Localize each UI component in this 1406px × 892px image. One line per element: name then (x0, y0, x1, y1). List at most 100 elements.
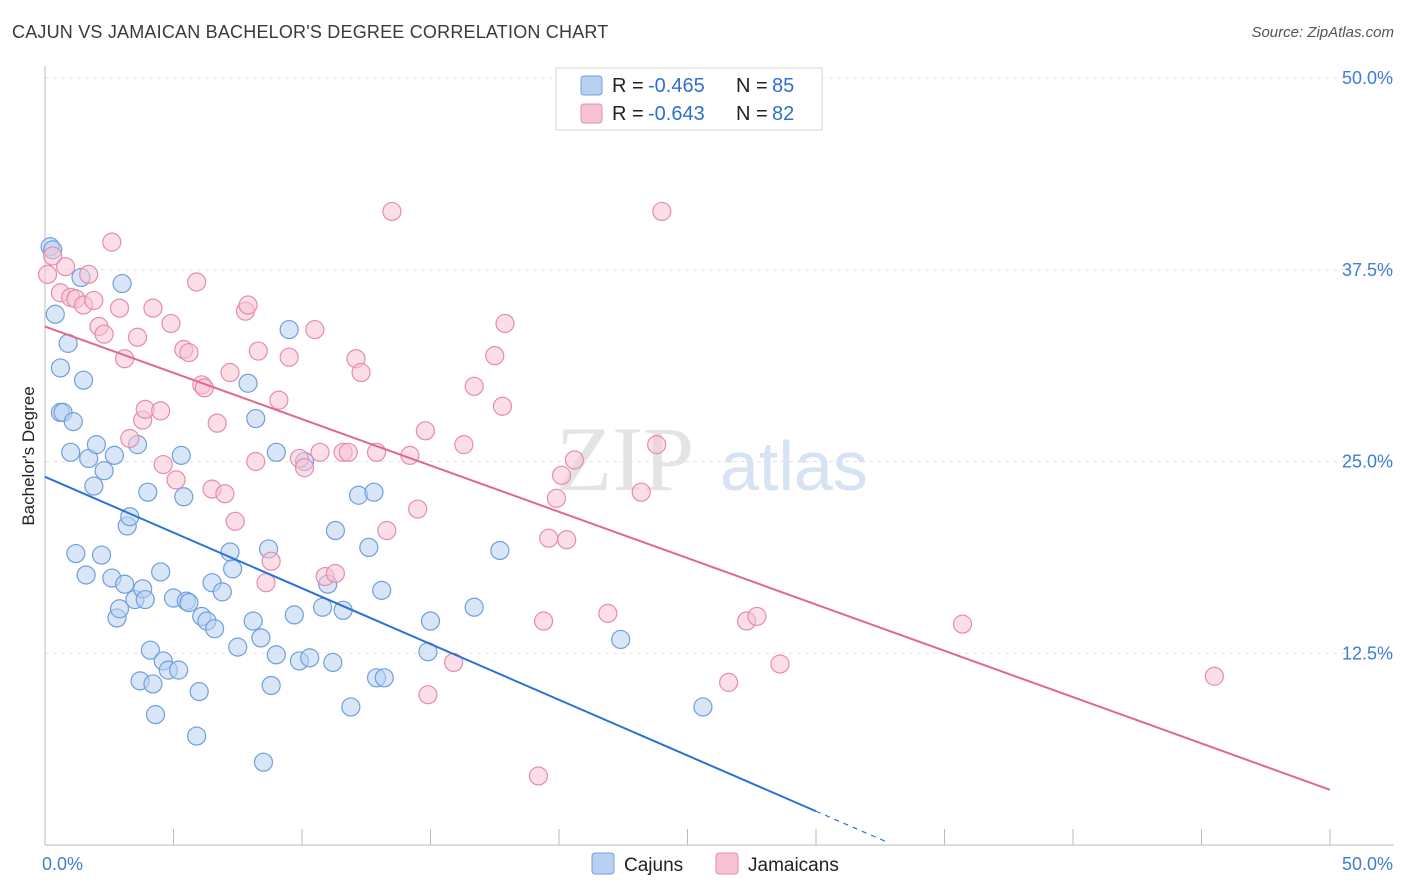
cajun-point-75 (359, 537, 379, 558)
jamaican-point-21 (161, 313, 181, 334)
chart-source: Source: ZipAtlas.com (1251, 24, 1394, 41)
jamaican-point-39 (269, 390, 289, 410)
cajun-point-8 (63, 412, 83, 432)
jamaican-point-50 (351, 362, 371, 383)
cajun-point-45 (189, 681, 209, 702)
cajun-point-22 (112, 273, 132, 294)
legend-bottom-label-jamaicans: Jamaicans (748, 855, 839, 876)
cajun-point-51 (220, 542, 240, 562)
jamaican-point-7 (79, 264, 99, 284)
jamaican-point-80 (1204, 666, 1224, 686)
cajun-trend-line (44, 475, 817, 813)
cajun-point-44 (187, 726, 207, 746)
jamaican-point-1 (43, 246, 63, 266)
cajun-point-33 (143, 674, 163, 694)
legend-n-label-jamaicans: N = (736, 103, 768, 125)
tick-labels: 12.5% 25.0% 37.5% 50.0% 0.0% 50.0% (42, 68, 1393, 874)
jamaican-point-3 (55, 257, 76, 277)
watermark: ZIP atlas (556, 408, 868, 510)
cajun-point-63 (279, 319, 299, 340)
jamaican-point-12 (109, 298, 130, 318)
jamaican-point-20 (153, 454, 173, 475)
jamaican-point-68 (551, 465, 572, 485)
cajun-point-11 (73, 370, 94, 390)
jamaican-point-55 (408, 499, 428, 519)
cajun-point-84 (611, 629, 631, 650)
legend-r-label-cajuns: R = (612, 75, 644, 97)
jamaican-point-42 (294, 458, 315, 478)
jamaican-point-36 (248, 341, 268, 361)
jamaican-point-66 (539, 528, 559, 548)
jamaican-point-25 (187, 272, 207, 292)
jamaican-point-8 (84, 290, 104, 311)
cajun-point-39 (169, 660, 189, 680)
jamaican-point-57 (418, 685, 438, 705)
jamaican-point-35 (246, 451, 266, 472)
jamaican-point-79 (952, 614, 973, 634)
cajun-point-62 (266, 645, 286, 665)
jamaican-point-10 (94, 324, 114, 344)
jamaican-point-31 (220, 362, 240, 383)
cajun-point-7 (61, 442, 81, 462)
cajun-point-60 (261, 675, 281, 696)
axes-layer (44, 66, 1394, 846)
cajun-point-61 (266, 442, 286, 462)
y-tick-label-3: 50.0% (1342, 68, 1393, 88)
jamaican-point-24 (179, 342, 199, 363)
cajun-point-23 (115, 574, 135, 594)
cajun-point-52 (223, 559, 243, 579)
cajun-point-57 (251, 628, 271, 648)
cajun-point-73 (341, 697, 361, 717)
jamaican-point-75 (719, 672, 739, 692)
cajun-point-43 (179, 593, 199, 613)
cajun-point-15 (86, 435, 107, 455)
jamaican-point-44 (310, 442, 330, 462)
y-tick-label-0: 12.5% (1342, 643, 1393, 663)
cajun-point-2 (45, 304, 65, 324)
jamaican-point-32 (225, 511, 245, 531)
cajun-point-17 (94, 461, 114, 481)
jamaican-point-52 (377, 520, 397, 541)
trend-layer (44, 325, 1331, 842)
legend-r-label-jamaicans: R = (612, 103, 644, 125)
cajun-point-14 (84, 476, 104, 496)
jamaican-point-56 (415, 421, 435, 441)
cajun-point-79 (372, 580, 392, 600)
cajun-point-34 (145, 705, 166, 725)
legend-r-value-jamaicans: -0.643 (648, 103, 705, 125)
jamaican-point-40 (279, 347, 299, 367)
cajun-point-78 (374, 668, 394, 688)
cajun-point-50 (212, 582, 232, 602)
cajun-point-64 (284, 605, 304, 625)
cajun-point-16 (91, 545, 112, 565)
cajun-point-56 (246, 408, 266, 429)
jamaican-point-72 (631, 482, 651, 502)
cajun-point-19 (104, 445, 124, 465)
watermark-atlas: atlas (720, 427, 868, 505)
y-tick-label-1: 25.0% (1342, 452, 1393, 472)
grid-layer (45, 77, 1394, 654)
jamaican-point-59 (454, 435, 474, 455)
jamaican-point-29 (207, 413, 227, 433)
jamaican-point-19 (151, 401, 171, 421)
cajun-point-21 (109, 599, 130, 619)
cajun-point-49 (205, 619, 225, 639)
jamaican-point-22 (166, 470, 186, 490)
legend-bottom-label-cajuns: Cajuns (624, 855, 683, 876)
jamaican-point-0 (37, 264, 58, 284)
cajun-point-54 (238, 373, 258, 393)
legend-r-value-cajuns: -0.465 (648, 75, 705, 97)
jamaican-point-69 (557, 530, 577, 550)
jamaican-point-30 (215, 484, 235, 504)
jamaican-point-43 (305, 319, 325, 340)
jamaican-point-61 (485, 346, 505, 366)
cajun-point-41 (174, 487, 194, 507)
legend-bottom-swatch-cajuns (591, 852, 615, 875)
cajun-point-70 (323, 652, 343, 673)
jamaican-point-34 (238, 295, 258, 315)
x-tick-label-max: 50.0% (1342, 854, 1393, 874)
jamaican-point-15 (127, 327, 148, 347)
jamaican-point-78 (770, 654, 790, 674)
jamaican-point-60 (464, 376, 484, 396)
jamaican-point-46 (325, 563, 346, 584)
